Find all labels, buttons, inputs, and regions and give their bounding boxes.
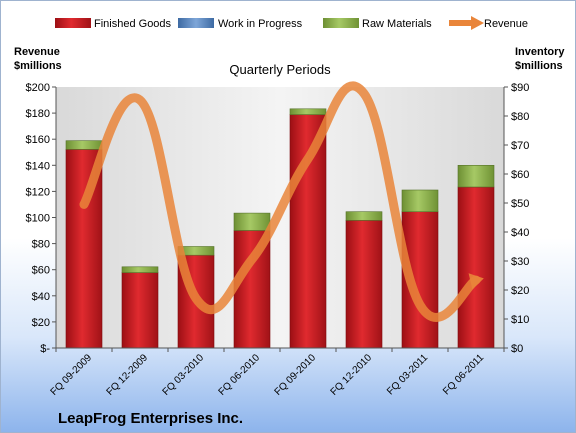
right-tick-label-5: $50 [511, 198, 529, 210]
right-axis-title-line1: Inventory [515, 46, 565, 58]
right-tick-label-9: $90 [511, 82, 529, 94]
revenue-line [79, 81, 481, 322]
company-name: LeapFrog Enterprises Inc. [58, 410, 243, 427]
left-tick-label-7: $140 [26, 160, 50, 172]
left-tick-label-8: $160 [26, 134, 50, 146]
revenue-arrowhead [468, 273, 484, 290]
bar-raw-materials-3 [233, 212, 271, 231]
bar-finished-goods-4 [289, 114, 327, 349]
right-axis-title-line2: $millions [515, 60, 563, 72]
left-tick-label-4: $80 [32, 239, 50, 251]
left-tick-label-2: $40 [32, 291, 50, 303]
bar-raw-materials-1 [121, 266, 159, 273]
x-category-label-3: FQ 06-2010 [217, 352, 263, 398]
right-tick-label-2: $20 [511, 285, 529, 297]
right-tick-label-3: $30 [511, 256, 529, 268]
right-tick-label-4: $40 [511, 227, 529, 239]
x-category-label-6: FQ 03-2011 [385, 352, 430, 397]
legend-label-raw-materials: Raw Materials [362, 18, 432, 30]
left-tick-label-9: $180 [26, 108, 50, 120]
right-tick-label-1: $10 [511, 314, 529, 326]
left-tick-label-1: $20 [32, 317, 50, 329]
x-category-label-5: FQ 12-2010 [329, 352, 375, 398]
bar-raw-materials-0 [65, 140, 103, 150]
right-tick-label-6: $60 [511, 169, 529, 181]
left-tick-label-3: $60 [32, 265, 50, 277]
left-tick-label-0: $- [40, 343, 50, 355]
bar-raw-materials-5 [345, 211, 383, 221]
chart-title: Quarterly Periods [229, 62, 331, 77]
bar-finished-goods-7 [457, 186, 495, 349]
bar-raw-materials-7 [457, 165, 495, 188]
legend-swatch-raw-materials [323, 18, 359, 28]
legend: Finished Goods Work in Progress Raw Mate… [55, 16, 528, 30]
x-category-label-0: FQ 09-2009 [49, 352, 95, 398]
left-tick-label-10: $200 [26, 82, 50, 94]
x-category-label-2: FQ 03-2010 [161, 352, 207, 398]
right-tick-label-0: $0 [511, 343, 523, 355]
x-category-label-1: FQ 12-2009 [105, 352, 151, 398]
legend-arrow-revenue [471, 16, 484, 30]
left-axis-title-line1: Revenue [14, 46, 60, 58]
bar-finished-goods-1 [121, 272, 159, 349]
legend-label-work-in-progress: Work in Progress [218, 18, 303, 30]
x-category-label-7: FQ 06-2011 [441, 352, 486, 397]
legend-label-finished-goods: Finished Goods [94, 18, 172, 30]
revenue-line-layer [79, 81, 484, 322]
bar-raw-materials-6 [401, 189, 439, 213]
right-tick-label-8: $80 [511, 111, 529, 123]
bar-raw-materials-4 [289, 108, 327, 115]
x-category-label-4: FQ 09-2010 [273, 352, 319, 398]
legend-swatch-finished-goods [55, 18, 91, 28]
legend-label-revenue: Revenue [484, 18, 528, 30]
bar-finished-goods-5 [345, 220, 383, 349]
legend-swatch-work-in-progress [178, 18, 214, 28]
right-tick-label-7: $70 [511, 140, 529, 152]
left-tick-label-5: $100 [26, 213, 50, 225]
left-axis-title-line2: $millions [14, 60, 62, 72]
left-tick-label-6: $120 [26, 186, 50, 198]
